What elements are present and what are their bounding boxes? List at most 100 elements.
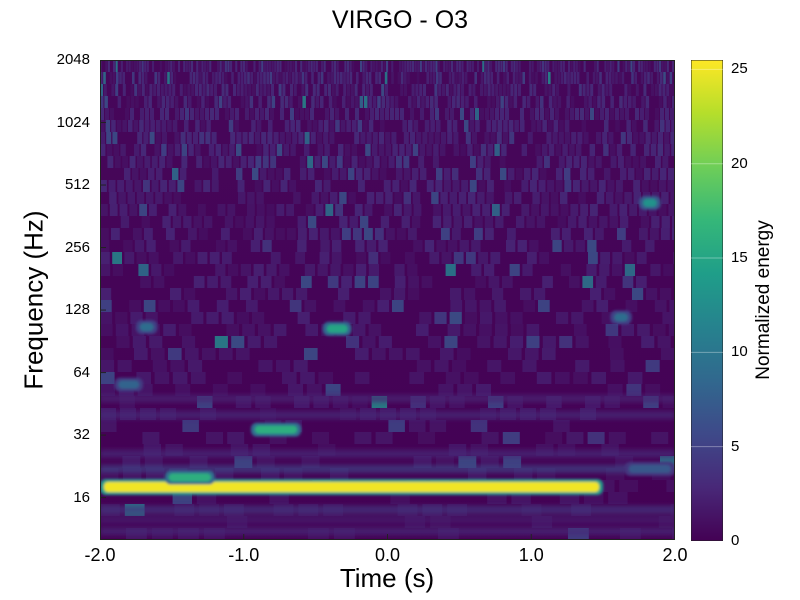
noise-cell: [216, 300, 229, 312]
noise-cell: [514, 192, 522, 204]
noise-cell: [298, 228, 307, 240]
noise-cell: [409, 420, 426, 432]
noise-cell: [384, 204, 392, 216]
noise-cell: [100, 108, 104, 120]
noise-cell: [394, 96, 399, 108]
noise-cell: [573, 180, 580, 192]
noise-cell: [206, 120, 211, 132]
noise-cell: [340, 168, 347, 180]
noise-cell: [396, 168, 403, 180]
noise-cell: [154, 72, 157, 84]
noise-cell: [389, 348, 403, 360]
noise-cell: [199, 228, 208, 240]
noise-cell: [235, 60, 238, 72]
noise-cell: [252, 168, 259, 180]
low-freq-band: [100, 449, 675, 458]
noise-cell: [356, 252, 366, 264]
noise-cell: [430, 60, 433, 72]
noise-cell: [464, 312, 477, 324]
noise-cell: [625, 60, 628, 72]
noise-cell: [380, 120, 385, 132]
noise-cell: [215, 108, 219, 120]
noise-cell: [266, 60, 269, 72]
noise-cell: [372, 132, 378, 144]
noise-cell: [610, 96, 614, 108]
noise-cell: [282, 72, 285, 84]
noise-cell: [625, 300, 638, 312]
noise-cell: [536, 156, 543, 168]
noise-cell: [605, 84, 609, 96]
noise-cell: [100, 84, 103, 96]
noise-cell: [471, 264, 482, 276]
noise-cell: [385, 144, 391, 156]
noise-cell: [304, 144, 310, 156]
noise-cell: [304, 300, 317, 312]
noise-cell: [203, 156, 210, 168]
noise-cell: [255, 108, 259, 120]
noise-cell: [522, 72, 525, 84]
noise-cell: [218, 72, 221, 84]
noise-cell: [416, 324, 429, 336]
noise-cell: [534, 288, 546, 300]
noise-cell: [460, 108, 464, 120]
noise-cell: [626, 384, 642, 396]
noise-cell: [226, 324, 239, 336]
noise-cell: [366, 84, 369, 96]
noise-cell: [645, 240, 655, 252]
noise-cell: [352, 120, 357, 132]
noise-cell: [495, 216, 504, 228]
noise-cell: [442, 84, 445, 96]
noise-cell: [365, 108, 369, 120]
noise-cell: [460, 144, 466, 156]
noise-cell: [375, 432, 393, 444]
noise-cell: [299, 156, 306, 168]
noise-cell: [248, 132, 254, 144]
noise-cell: [247, 336, 261, 348]
noise-cell: [522, 96, 526, 108]
noise-cell: [116, 120, 122, 132]
noise-cell: [625, 108, 629, 120]
noise-cell: [524, 168, 531, 180]
noise-cell: [595, 108, 599, 120]
noise-cell: [665, 120, 671, 132]
noise-cell: [323, 60, 326, 72]
noise-cell: [544, 60, 547, 72]
noise-cell: [282, 288, 294, 300]
noise-cell: [123, 240, 133, 252]
noise-cell: [240, 60, 243, 72]
noise-cell: [447, 120, 452, 132]
noise-cell: [311, 72, 314, 84]
noise-cell: [340, 72, 343, 84]
noise-cell: [224, 60, 227, 72]
noise-cell: [181, 240, 191, 252]
noise-cell: [615, 120, 620, 132]
noise-cell: [173, 252, 183, 264]
noise-cell: [380, 252, 391, 264]
noise-cell: [470, 420, 488, 432]
noise-cell: [400, 72, 404, 84]
noise-cell: [188, 60, 191, 72]
noise-cell: [536, 120, 542, 132]
noise-cell: [240, 264, 251, 276]
noise-cell: [100, 132, 105, 144]
noise-cell: [196, 72, 199, 84]
noise-cell: [487, 84, 491, 96]
noise-cell: [409, 60, 412, 72]
noise-cell: [134, 84, 138, 96]
noise-cell: [329, 132, 335, 144]
noise-cell: [662, 156, 669, 168]
noise-cell: [668, 168, 675, 180]
noise-cell: [582, 276, 594, 288]
noise-cell: [106, 132, 112, 144]
noise-cell: [646, 60, 649, 72]
noise-cell: [117, 360, 132, 372]
noise-cell: [181, 156, 188, 168]
noise-cell: [221, 312, 234, 324]
noise-cell: [186, 132, 192, 144]
noise-cell: [600, 108, 604, 120]
noise-cell: [113, 144, 119, 156]
noise-cell: [453, 84, 457, 96]
noise-cell: [391, 72, 394, 84]
noise-cell: [351, 156, 358, 168]
noise-cell: [268, 120, 273, 132]
